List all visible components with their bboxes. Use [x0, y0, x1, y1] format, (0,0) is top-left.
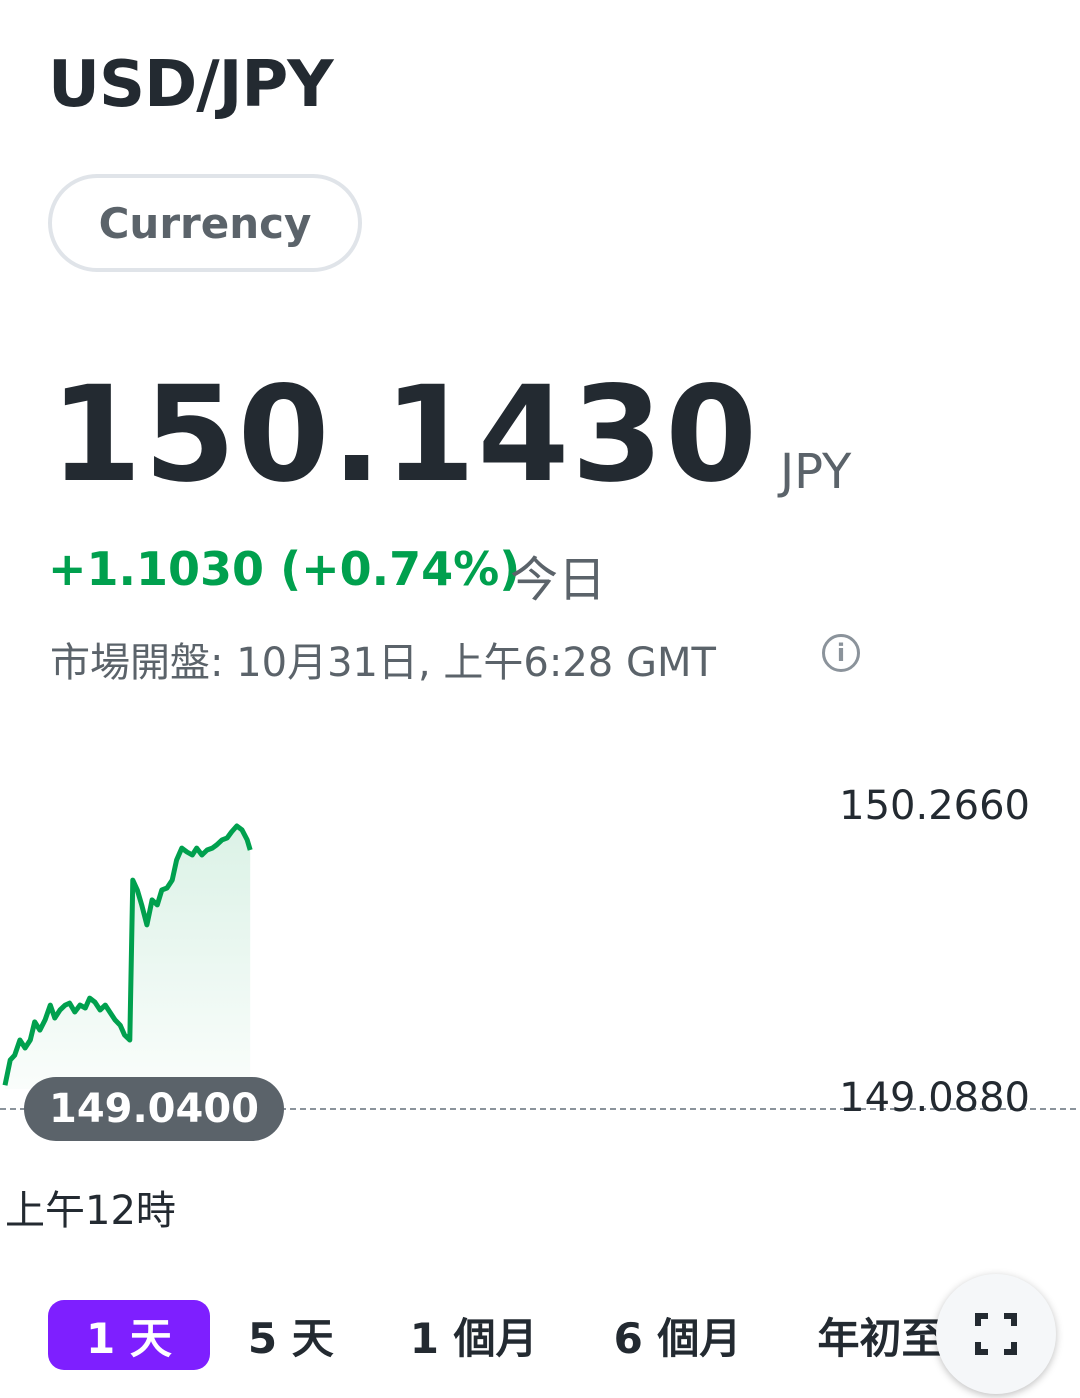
symbol: USD/JPY	[48, 48, 334, 122]
tag[interactable]: Currency	[48, 174, 362, 272]
price: 150.1430	[50, 358, 760, 512]
currency: JPY	[780, 444, 852, 500]
line-area	[5, 826, 251, 1089]
range-tab[interactable]: 1 個月	[409, 1313, 538, 1363]
x-tick-label: 上午12時	[5, 1188, 176, 1234]
market-status: 市場開盤: 10月31日, 上午6:28 GMT	[50, 640, 716, 686]
fullscreen-button[interactable]	[936, 1274, 1056, 1394]
y-tick-label: 149.0880	[839, 1075, 1030, 1121]
change: +1.1030 (+0.74%)	[48, 542, 521, 596]
range-tab[interactable]: 6 個月	[613, 1313, 742, 1363]
info-icon[interactable]: i	[822, 634, 860, 672]
range-tab[interactable]: 1 天	[48, 1300, 210, 1370]
fullscreen-icon	[975, 1313, 1017, 1355]
range-tab[interactable]: 5 天	[247, 1313, 334, 1363]
y-tick-label: 150.2660	[839, 783, 1030, 829]
price-line	[2, 823, 253, 1086]
previous-close-pill	[24, 1076, 284, 1141]
chart: 149.0880 150.2660 上午12時 149.0400	[0, 783, 1080, 1234]
period: 今日	[510, 552, 607, 608]
previous-close-label: 149.0400	[49, 1086, 259, 1132]
